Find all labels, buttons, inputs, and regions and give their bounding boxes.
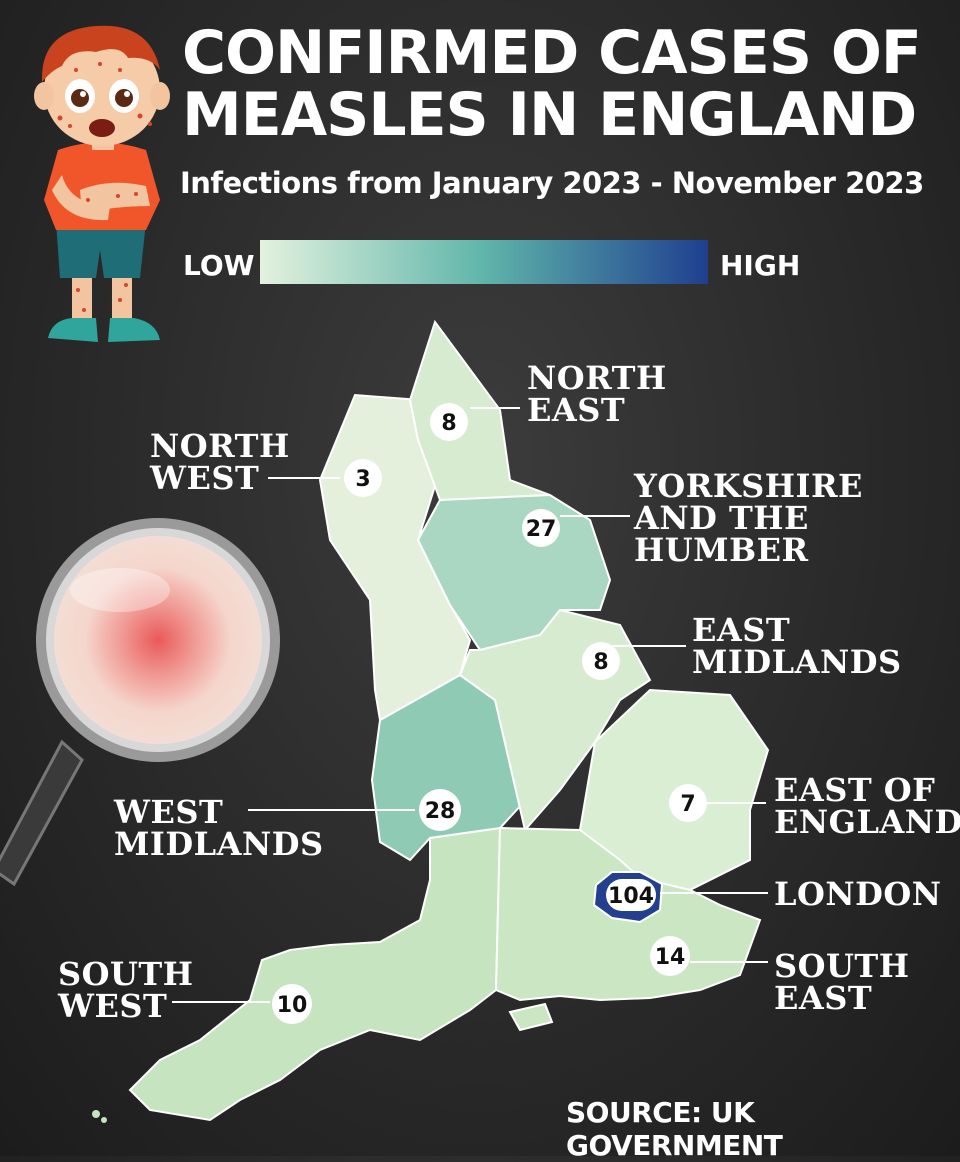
- marker-east-midlands: [582, 642, 620, 680]
- marker-yorkshire: [522, 509, 560, 547]
- marker-west-midlands: [419, 789, 461, 831]
- chart-subtitle: Infections from January 2023 - November …: [180, 166, 924, 200]
- leader-lines: [172, 407, 768, 1003]
- title-line-1: CONFIRMED CASES OF: [182, 18, 922, 88]
- label-east-midlands: EAST MIDLANDS: [692, 611, 902, 681]
- marker-north-west: [344, 459, 382, 497]
- legend-gradient-bar: [260, 240, 708, 284]
- label-london: LONDON: [774, 875, 942, 913]
- marker-north-east: [430, 403, 468, 441]
- value-east-of-england: 7: [680, 792, 695, 817]
- value-east-midlands: 8: [593, 650, 608, 675]
- legend-low-label: LOW: [183, 249, 255, 282]
- label-east-of-england: EAST OF ENGLAND: [774, 771, 960, 841]
- label-north-east: NORTH EAST: [527, 359, 667, 429]
- title-line-2: MEASLES IN ENGLAND: [182, 80, 917, 150]
- marker-south-east: [650, 936, 690, 976]
- value-markers: [272, 403, 707, 1024]
- value-yorkshire: 27: [526, 517, 557, 542]
- label-north-west: NORTH WEST: [150, 427, 290, 497]
- region-south-west: [128, 826, 502, 1122]
- region-isle-of-wight: [508, 1002, 554, 1032]
- value-south-west: 10: [277, 993, 308, 1018]
- label-west-midlands: WEST MIDLANDS: [114, 793, 324, 863]
- value-south-east: 14: [655, 945, 686, 970]
- chart-title: CONFIRMED CASES OF MEASLES IN ENGLAND: [182, 22, 952, 146]
- value-london: 104: [608, 884, 654, 909]
- scilly-isles-2: [101, 1117, 107, 1123]
- label-south-east: SOUTH EAST: [774, 947, 910, 1017]
- marker-south-west: [272, 984, 312, 1024]
- legend-high-label: HIGH: [720, 249, 801, 282]
- marker-east-of-england: [669, 784, 707, 822]
- value-north-east: 8: [441, 411, 456, 436]
- value-west-midlands: 28: [425, 799, 456, 824]
- source-credit: SOURCE: UK GOVERNMENT: [566, 1096, 783, 1162]
- label-yorkshire-and-the-humber: YORKSHIRE AND THE HUMBER: [634, 467, 863, 569]
- value-north-west: 3: [355, 467, 370, 492]
- label-south-west: SOUTH WEST: [58, 955, 194, 1025]
- marker-london: [606, 879, 656, 911]
- scilly-isles: [92, 1110, 100, 1118]
